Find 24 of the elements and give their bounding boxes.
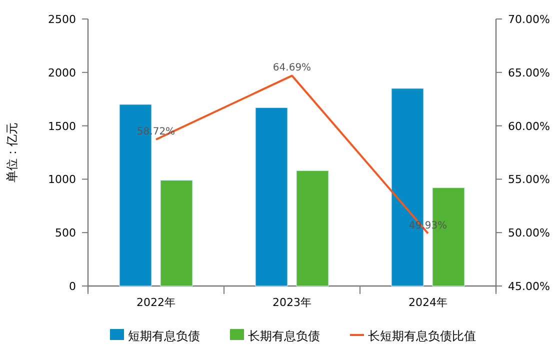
- y-tick-label: 2000: [48, 66, 76, 80]
- x-tick-label: 2022年: [136, 296, 176, 309]
- y2-tick-label: 70.00%: [508, 13, 550, 26]
- y-tick-label: 500: [55, 226, 76, 240]
- bar: [255, 107, 288, 286]
- y2-tick-label: 55.00%: [508, 173, 550, 186]
- x-tick-label: 2024年: [408, 296, 448, 309]
- x-tick-label: 2023年: [272, 296, 312, 309]
- legend-label: 长短期有息负债比值: [368, 329, 476, 343]
- bar: [296, 170, 329, 286]
- legend-label: 长期有息负债: [248, 329, 320, 343]
- y2-tick-label: 45.00%: [508, 280, 550, 293]
- y2-tick-label: 65.00%: [508, 66, 550, 80]
- data-label: 64.69%: [272, 62, 312, 74]
- y-tick-label: 2500: [48, 13, 76, 26]
- y2-tick-label: 60.00%: [508, 120, 550, 133]
- data-label: 49.93%: [408, 220, 448, 232]
- y-tick-label: 1500: [48, 120, 76, 133]
- legend-label: 短期有息负债: [128, 329, 200, 343]
- y2-tick-label: 50.00%: [508, 226, 550, 240]
- y-tick-label: 1000: [48, 173, 76, 186]
- y-axis-title: 单位：亿元: [5, 122, 19, 182]
- y-tick-label: 0: [69, 280, 76, 293]
- bar: [160, 180, 193, 286]
